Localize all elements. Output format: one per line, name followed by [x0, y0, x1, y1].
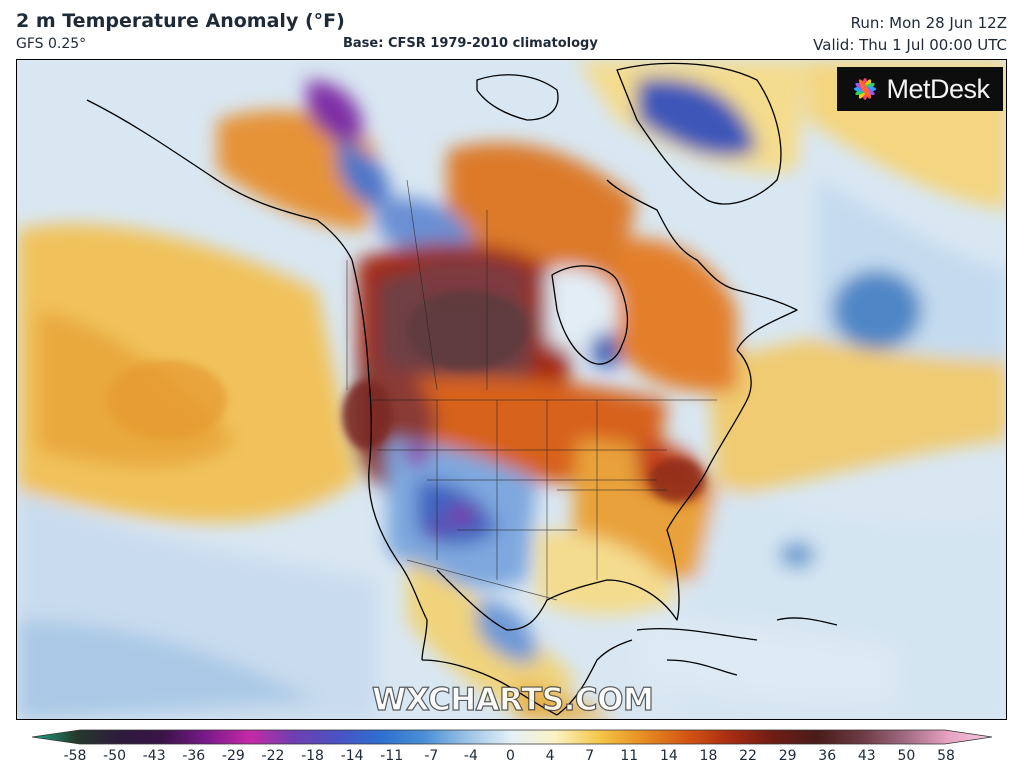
colorbar	[31, 729, 993, 745]
colorbar-tick-label: 18	[699, 748, 718, 764]
colorbar-tick-label: 22	[739, 748, 757, 764]
colorbar-tick-label: 4	[545, 748, 555, 764]
colorbar-gradient	[31, 729, 993, 745]
colorbar-tick-label: -58	[63, 748, 87, 764]
colorbar-ticks: -58 -50 -43 -36 -29 -22 -18 -14 -11 -7 -4 0 4 7 11 14 18…	[0, 748, 1024, 770]
colorbar-tick-label: -50	[103, 748, 127, 764]
logo-text: MetDesk	[886, 73, 990, 104]
colorbar-tick-label: -18	[301, 748, 324, 764]
colorbar-tick-label: 58	[937, 748, 955, 764]
model-label: GFS 0.25°	[16, 36, 87, 52]
chart-title: 2 m Temperature Anomaly (°F)	[16, 10, 345, 32]
colorbar-tick-label: -14	[340, 748, 364, 764]
metdesk-flower-icon	[854, 78, 877, 100]
colorbar-tick-label: 11	[620, 748, 639, 764]
colorbar-tick-label: 43	[857, 748, 876, 764]
colorbar-tick-label: -11	[380, 748, 404, 764]
watermark: WXCHARTS.COM	[371, 681, 654, 718]
run-time-label: Run: Mon 28 Jun 12Z	[850, 14, 1007, 32]
colorbar-tick-label: -29	[221, 748, 245, 764]
climatology-base-label: Base: CFSR 1979-2010 climatology	[343, 36, 598, 51]
colorbar-tick-label: -4	[463, 748, 478, 764]
colorbar-tick-label: -43	[142, 748, 166, 764]
colorbar-tick-label: 50	[897, 748, 916, 764]
colorbar-tick-label: 14	[659, 748, 678, 764]
temperature-anomaly-map[interactable]	[16, 59, 1007, 720]
colorbar-tick-label: 0	[506, 748, 515, 764]
metdesk-logo: MetDesk	[837, 67, 1003, 111]
colorbar-tick-label: -36	[182, 748, 206, 764]
colorbar-tick-label: 7	[585, 748, 595, 764]
colorbar-tick-label: 29	[778, 748, 797, 764]
colorbar-tick-label: -22	[261, 748, 285, 764]
colorbar-tick-label: 36	[818, 748, 837, 764]
valid-time-label: Valid: Thu 1 Jul 00:00 UTC	[813, 36, 1007, 54]
colorbar-tick-label: -7	[424, 748, 439, 764]
